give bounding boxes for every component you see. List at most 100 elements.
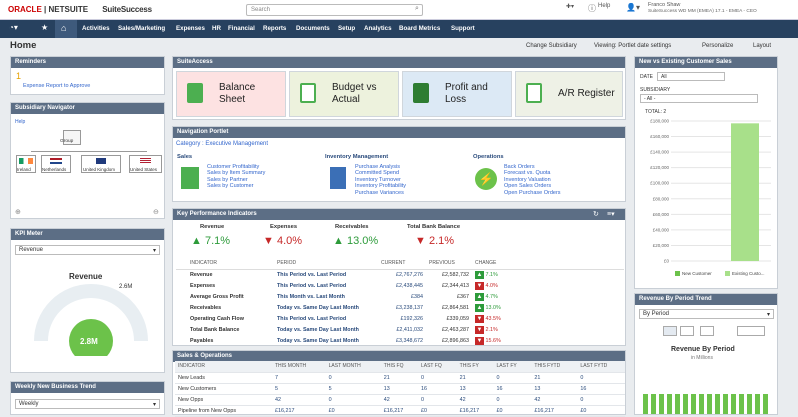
link-back-orders[interactable]: Back Orders — [504, 164, 535, 170]
kpi-period[interactable]: Today vs. Same Day Last Month — [277, 337, 359, 344]
tile-budget-vs-actual[interactable]: Budget vs Actual — [289, 71, 399, 117]
cell-value[interactable]: 0 — [417, 394, 457, 406]
subsidiary-select[interactable]: - All - — [640, 94, 758, 103]
cell-value[interactable]: 0 — [493, 372, 532, 384]
kpi-current[interactable]: £2,767,276 — [396, 271, 423, 278]
bar[interactable] — [731, 123, 759, 261]
recent-icon[interactable]: ◔▾ — [9, 23, 18, 32]
link-forecast-vs-quota[interactable]: Forecast vs. Quota — [504, 170, 551, 177]
line-chart-icon[interactable] — [700, 326, 714, 336]
cell-value[interactable]: 42 — [272, 394, 326, 406]
cell-value[interactable]: 5 — [272, 383, 326, 395]
zoom-in-icon[interactable]: ⊕ — [15, 209, 21, 216]
nav-reports[interactable]: Reports — [263, 25, 287, 32]
kpi-current[interactable]: £384 — [411, 293, 423, 300]
cell-value[interactable]: 16 — [493, 383, 532, 395]
search-icon[interactable]: ⌕ — [415, 5, 419, 12]
nav-activities[interactable]: Activities — [82, 25, 110, 32]
avatar[interactable]: 👤▾ — [626, 3, 640, 12]
cell-value[interactable]: 5 — [325, 383, 381, 395]
nav-expenses[interactable]: Expenses — [176, 25, 205, 32]
nav-board-metrics[interactable]: Board Metrics — [399, 25, 441, 32]
portlet-date-settings[interactable]: Viewing: Portlet date settings — [594, 43, 672, 49]
cell-value[interactable]: 0 — [325, 394, 381, 406]
cell-value[interactable]: 21 — [380, 372, 418, 384]
cell-value[interactable]: 21 — [456, 372, 494, 384]
kpi-period[interactable]: This Month vs. Last Month — [277, 293, 345, 300]
cell-value[interactable]: 42 — [380, 394, 418, 406]
node-united-kingdom[interactable] — [81, 155, 121, 173]
home-icon[interactable]: ⌂ — [61, 23, 67, 33]
link-sales-by-partner[interactable]: Sales by Partner — [207, 176, 248, 183]
kpi-period[interactable]: This Period vs. Last Period — [277, 271, 347, 278]
nav-analytics[interactable]: Analytics — [364, 25, 392, 32]
link-sales-by-item[interactable]: Sales by Item Summary — [207, 170, 266, 177]
nav-support[interactable]: Support — [451, 25, 475, 32]
cell-value[interactable]: £0 — [417, 405, 457, 417]
kpi-previous[interactable]: £2,582,732 — [442, 271, 469, 278]
link-inventory-valuation[interactable]: Inventory Valuation — [504, 176, 551, 183]
cell-value[interactable]: 16 — [417, 383, 457, 395]
nav-hr[interactable]: HR — [212, 25, 221, 32]
cell-value[interactable]: 42 — [456, 394, 494, 406]
kpi-meter-select[interactable]: Revenue ▾ — [15, 245, 160, 255]
kpi-period[interactable]: Today vs. Same Day Last Month — [277, 326, 359, 333]
cell-value[interactable]: 0 — [325, 372, 381, 384]
nav-sales-marketing[interactable]: Sales/Marketing — [118, 25, 166, 32]
kpi-period[interactable]: This Period vs. Last Period — [277, 315, 347, 322]
cell-value[interactable]: £16,217 — [380, 405, 418, 417]
home-tab[interactable] — [55, 20, 77, 38]
cell-value[interactable]: 21 — [531, 372, 578, 384]
brand-logo[interactable]: ORACLE | NETSUITE SuiteSuccess — [8, 5, 152, 14]
cell-value[interactable]: 13 — [531, 383, 578, 395]
kpi-previous[interactable]: £2,463,287 — [442, 326, 469, 333]
tile-ar-register[interactable]: A/R Register — [515, 71, 623, 117]
bar-chart-icon[interactable] — [663, 326, 677, 336]
cell-value[interactable]: 0 — [493, 394, 532, 406]
star-icon[interactable]: ★ — [41, 23, 49, 32]
area-chart-icon[interactable] — [737, 326, 765, 336]
table-icon[interactable] — [680, 326, 694, 336]
kpi-period[interactable]: This Period vs. Last Period — [277, 282, 347, 289]
kpi-previous[interactable]: £367 — [457, 293, 469, 300]
menu-icon[interactable]: ≡▾ — [607, 211, 615, 218]
link-inventory-turnover[interactable]: Inventory Turnover — [355, 176, 401, 183]
kpi-current[interactable]: £2,438,445 — [396, 282, 423, 289]
node-ireland[interactable] — [16, 155, 36, 173]
cell-value[interactable]: £0 — [577, 405, 625, 417]
kpi-previous[interactable]: £339,059 — [446, 315, 469, 322]
cell-value[interactable]: £16,217 — [456, 405, 494, 417]
kpi-previous[interactable]: £2,864,581 — [442, 304, 469, 311]
cell-value[interactable]: £16,217 — [272, 405, 326, 417]
change-subsidiary-link[interactable]: Change Subsidiary — [526, 43, 577, 49]
help-icon[interactable]: ⓘ — [588, 4, 596, 13]
cell-value[interactable]: £0 — [325, 405, 381, 417]
shortcuts-icon[interactable]: ✚▾ — [566, 4, 575, 10]
cell-value[interactable]: 0 — [577, 372, 625, 384]
link-purchase-analysis[interactable]: Purchase Analysis — [355, 164, 400, 170]
cell-value[interactable]: 13 — [380, 383, 418, 395]
cell-value[interactable]: 42 — [531, 394, 578, 406]
link-purchase-variances[interactable]: Purchase Variances — [355, 189, 404, 196]
link-inventory-profitability[interactable]: Inventory Profitability — [355, 183, 407, 190]
link-customer-profitability[interactable]: Customer Profitability — [207, 164, 260, 170]
personalize-menu[interactable]: Personalize — [702, 43, 734, 49]
link-committed-spend[interactable]: Committed Spend — [355, 170, 400, 177]
kpi-current[interactable]: £192,326 — [400, 315, 423, 322]
nav-financial[interactable]: Financial — [228, 25, 255, 32]
period-select[interactable]: By Period ▾ — [639, 309, 774, 319]
search-input[interactable]: Search — [246, 4, 423, 16]
user-account[interactable]: SuiteSuccess WD MM (EMEA) 17.1 - EMEA - … — [648, 9, 757, 14]
reminder-count[interactable]: 1 — [16, 71, 22, 81]
link-open-sales-orders[interactable]: Open Sales Orders — [504, 183, 552, 190]
refresh-icon[interactable]: ↻ — [593, 211, 599, 218]
cell-value[interactable]: 13 — [456, 383, 494, 395]
kpi-current[interactable]: £2,411,032 — [396, 326, 423, 333]
cell-value[interactable]: £16,217 — [531, 405, 578, 417]
cell-value[interactable]: 16 — [577, 383, 625, 395]
node-netherlands[interactable] — [41, 155, 71, 173]
user-name[interactable]: Franco Shaw — [648, 2, 681, 8]
category-select[interactable]: Category : Executive Management — [176, 141, 269, 147]
date-select[interactable]: All — [657, 72, 725, 81]
weekly-select[interactable]: Weekly ▾ — [15, 399, 160, 409]
